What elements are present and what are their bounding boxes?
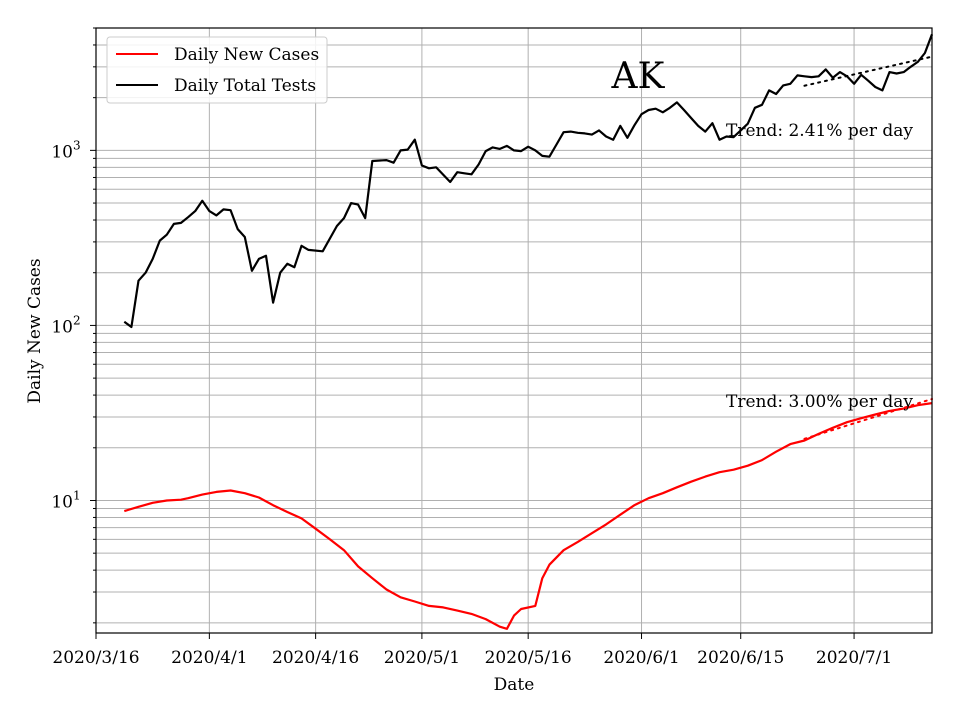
legend-label-tests: Daily Total Tests	[174, 76, 316, 96]
plot-frame	[95, 27, 933, 634]
x-tick-label: 2020/4/1	[171, 648, 247, 668]
x-tick-label: 2020/5/16	[485, 648, 572, 668]
chart-title: AK	[611, 56, 666, 97]
trend-line-cases	[803, 397, 933, 440]
y-tick-label: 102	[51, 313, 80, 337]
x-tick-label: 2020/4/16	[272, 648, 359, 668]
y-tick-label: 103	[51, 138, 80, 162]
legend-label-cases: Daily New Cases	[174, 45, 319, 65]
y-tick-label: 101	[51, 488, 80, 512]
y-axis-label: Daily New Cases	[25, 258, 45, 403]
legend-box	[106, 36, 328, 104]
x-tick-label: 2020/7/1	[816, 648, 892, 668]
series-layer	[123, 33, 934, 630]
x-tick-label: 2020/5/1	[384, 648, 460, 668]
x-tick-label: 2020/3/16	[52, 648, 139, 668]
grid	[95, 27, 932, 633]
series-line-daily-new-cases	[123, 402, 933, 630]
trend-label-tests: Trend: 2.41% per day	[726, 121, 913, 141]
x-axis-label: Date	[494, 675, 535, 695]
axes: 2020/3/16 2020/4/1 2020/4/16 2020/5/1 2020/5…	[51, 27, 892, 668]
trend-label-cases: Trend: 3.00% per day	[726, 392, 913, 412]
x-tick-label: 2020/6/15	[697, 648, 784, 668]
legend: Daily New Cases Daily Total Tests	[106, 36, 328, 104]
trend-line-tests	[803, 55, 933, 87]
series-line-daily-total-tests	[123, 33, 934, 329]
x-tick-label: 2020/6/1	[603, 648, 679, 668]
